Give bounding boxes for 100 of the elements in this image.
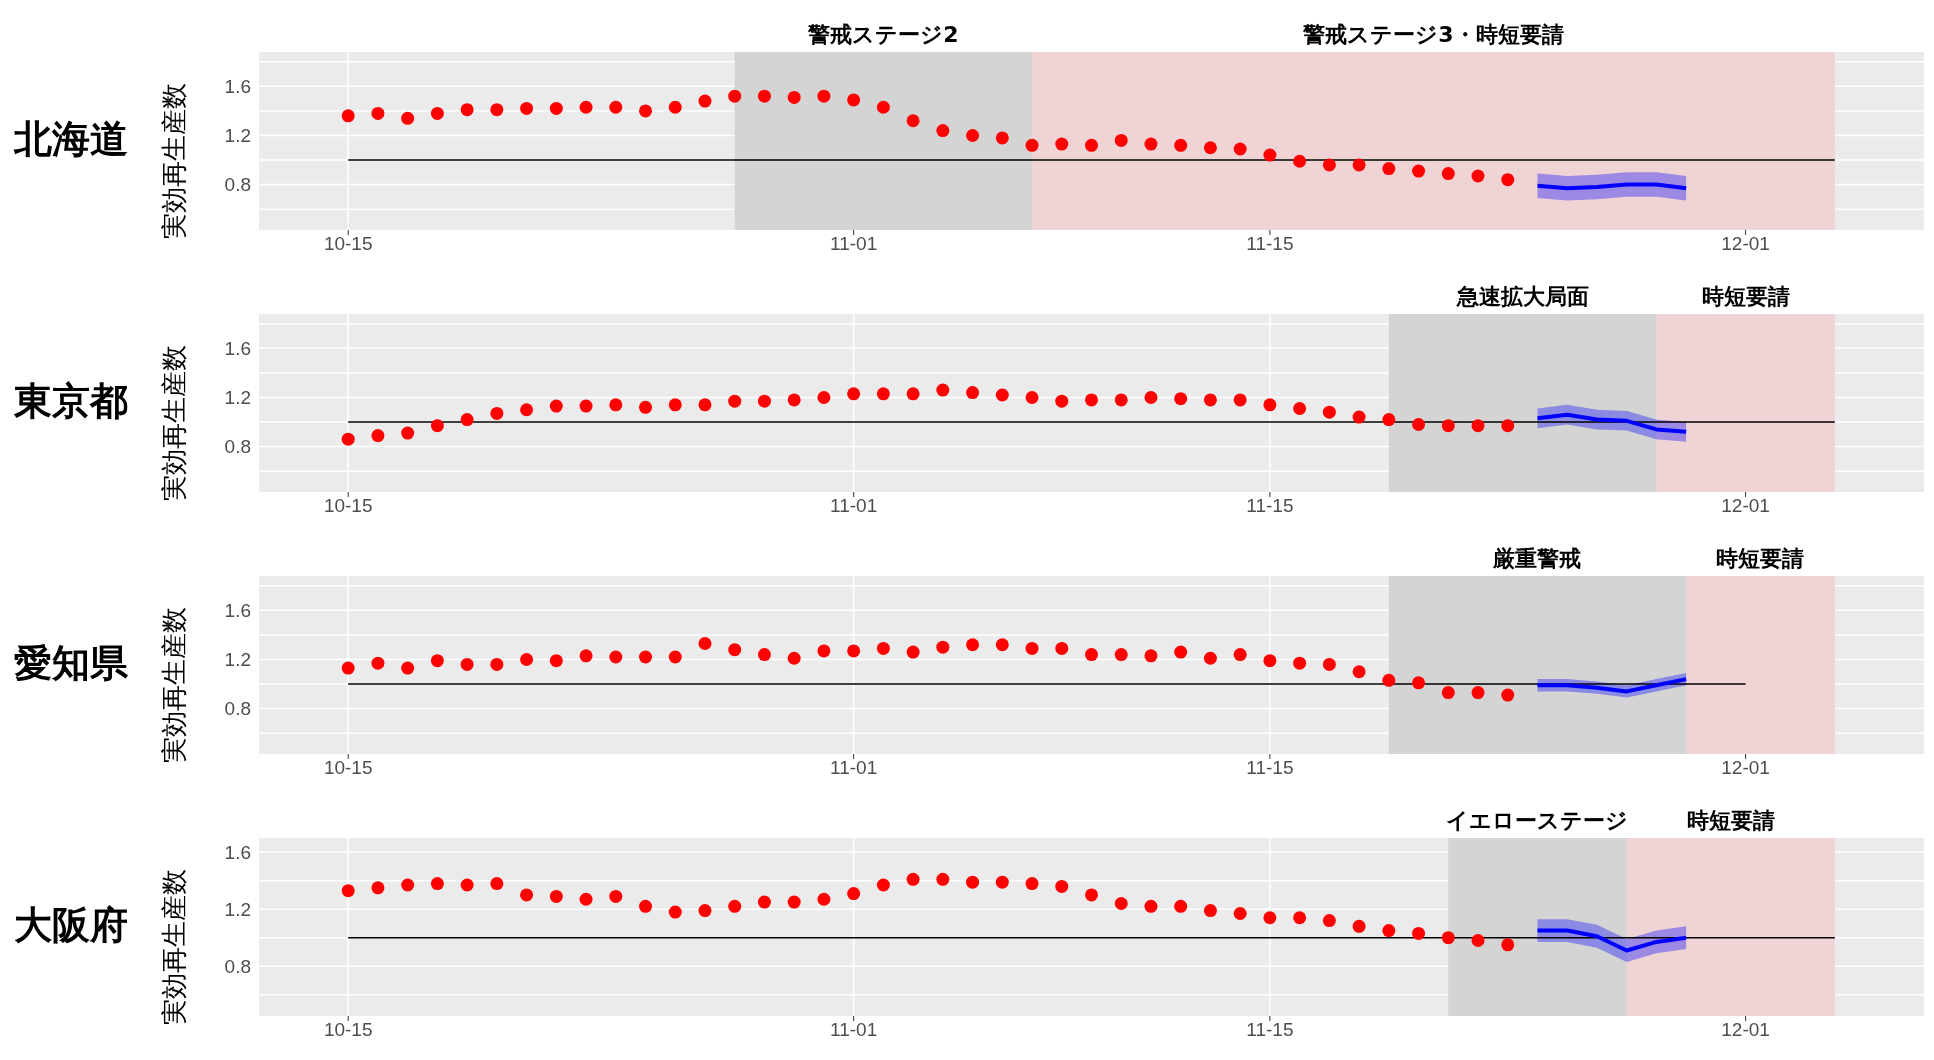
point — [1412, 164, 1426, 178]
point — [966, 128, 980, 142]
point — [1322, 657, 1336, 671]
y-tick-label: 1.2 — [224, 649, 251, 671]
point — [1085, 648, 1098, 662]
point — [639, 899, 653, 913]
point — [698, 94, 712, 108]
x-tick-label: 10-15 — [323, 233, 373, 255]
point — [460, 413, 474, 427]
point — [520, 652, 534, 666]
band-label: 警戒ステージ2 — [807, 22, 959, 47]
point — [609, 100, 623, 114]
x-tick-label: 11-15 — [1246, 1019, 1294, 1041]
point — [579, 100, 593, 114]
point — [1441, 167, 1455, 181]
point — [906, 114, 920, 128]
point — [876, 878, 890, 892]
point — [549, 889, 563, 903]
point — [341, 661, 355, 675]
point — [1471, 169, 1485, 183]
point — [1055, 879, 1069, 893]
point — [1412, 676, 1426, 690]
point — [1382, 673, 1396, 687]
point — [1263, 654, 1277, 668]
point — [668, 100, 682, 114]
band-label: 時短要請 — [1716, 546, 1805, 571]
point — [1412, 417, 1426, 431]
point — [906, 387, 920, 401]
point — [1471, 419, 1485, 433]
point — [847, 887, 861, 901]
point — [1174, 645, 1188, 659]
point — [1352, 665, 1366, 679]
text: 北海道 — [12, 115, 129, 163]
point — [1382, 413, 1396, 427]
point — [1085, 393, 1098, 407]
y-tick-label: 0.8 — [224, 955, 251, 977]
point — [906, 645, 920, 659]
band-label: 警戒ステージ3・時短要請 — [1302, 22, 1564, 47]
point — [430, 877, 444, 891]
point — [847, 387, 861, 401]
point — [1352, 919, 1366, 933]
point — [1263, 148, 1277, 162]
point — [966, 875, 980, 889]
point — [787, 895, 801, 909]
y-tick-label: 1.2 — [224, 125, 251, 147]
point — [371, 106, 385, 120]
point — [430, 106, 444, 120]
point — [1174, 899, 1188, 913]
point — [1085, 888, 1098, 902]
point — [639, 400, 653, 414]
point — [757, 648, 771, 662]
band-label: 時短要請 — [1701, 284, 1790, 309]
point — [1025, 390, 1039, 404]
x-tick-label: 11-01 — [830, 233, 878, 255]
point — [371, 881, 385, 895]
point — [460, 657, 474, 671]
point — [1114, 133, 1128, 147]
point — [1174, 392, 1188, 406]
point — [1144, 899, 1158, 913]
point — [1263, 911, 1277, 925]
point — [817, 892, 831, 906]
point — [757, 89, 771, 103]
point — [1025, 138, 1039, 152]
point — [579, 399, 593, 413]
point — [1025, 877, 1039, 891]
line-series — [1535, 928, 1689, 953]
point — [490, 657, 504, 671]
y-tick-label: 1.6 — [224, 600, 251, 622]
point — [579, 649, 593, 663]
point — [728, 89, 742, 103]
point — [1144, 137, 1158, 151]
point — [876, 641, 890, 655]
point — [520, 101, 534, 115]
point — [1114, 897, 1128, 910]
point — [1233, 648, 1247, 662]
point — [936, 124, 950, 138]
point — [1174, 138, 1188, 152]
x-tick-label: 11-01 — [830, 757, 878, 779]
y-tick-label: 1.6 — [224, 76, 251, 98]
point — [1144, 390, 1158, 404]
point — [1441, 931, 1455, 945]
point — [1233, 393, 1247, 407]
text: 大阪府 — [13, 901, 129, 949]
x-tick-label: 11-15 — [1246, 495, 1294, 517]
point — [401, 111, 415, 125]
point — [460, 103, 474, 117]
point — [490, 877, 504, 891]
x-tick-label: 11-01 — [830, 495, 878, 517]
point — [728, 394, 742, 408]
y-axis-title: 実効再生産数 — [158, 83, 190, 239]
point — [787, 651, 801, 665]
point — [1471, 934, 1485, 948]
y-tick-label: 0.8 — [224, 436, 251, 458]
point — [966, 386, 980, 400]
point — [549, 101, 563, 115]
y-tick-label: 0.8 — [224, 698, 251, 720]
point — [1233, 142, 1247, 156]
point — [609, 398, 623, 412]
point — [1501, 419, 1515, 433]
point — [1501, 938, 1515, 952]
